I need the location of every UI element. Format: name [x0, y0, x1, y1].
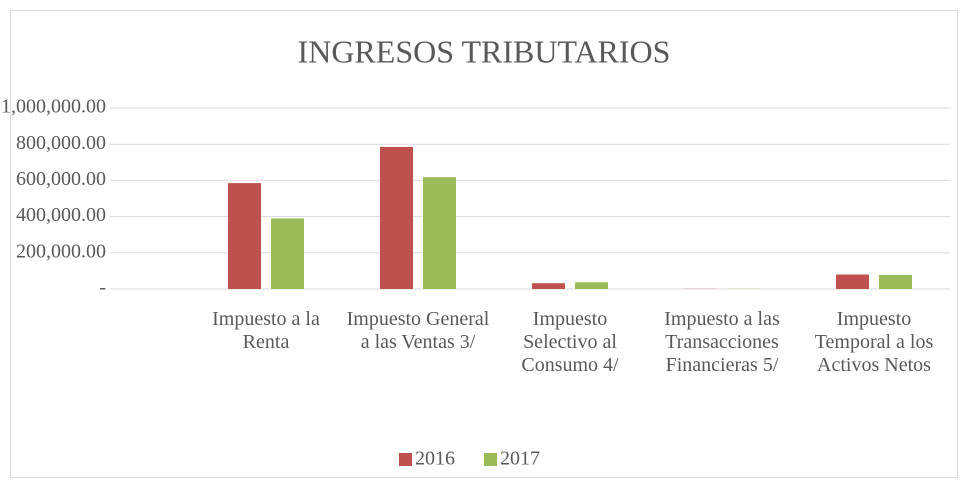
legend-swatch: [399, 453, 412, 466]
y-tick-label: 200,000.00: [16, 240, 106, 262]
x-tick-label: Impuesto a las Transacciones Financieras…: [664, 308, 780, 376]
x-tick-label: Impuesto General a las Ventas 3/: [346, 308, 490, 353]
bar: [271, 218, 304, 289]
bar: [380, 146, 413, 289]
bar: [228, 183, 261, 289]
legend-label: 2016: [415, 448, 455, 470]
y-tick-label: 1,000,000.00: [1, 96, 106, 118]
chart-border: [10, 10, 958, 478]
x-tick-label: Impuesto Temporal a los Activos Netos: [814, 308, 934, 376]
y-tick-label: 400,000.00: [16, 204, 106, 226]
legend-label: 2017: [500, 448, 540, 470]
bar: [423, 177, 456, 289]
bar: [575, 282, 608, 289]
x-tick-label: Impuesto a la Renta: [212, 308, 320, 353]
legend-swatch: [484, 453, 497, 466]
y-tick-label: 800,000.00: [16, 132, 106, 154]
y-tick-label: 600,000.00: [16, 168, 106, 190]
chart-title: INGRESOS TRIBUTARIOS: [298, 33, 671, 69]
x-tick-label: Impuesto Selectivo al Consumo 4/: [521, 308, 619, 376]
bar: [532, 283, 565, 289]
bar: [879, 274, 912, 289]
y-tick-label: -: [99, 277, 106, 299]
bar: [836, 274, 869, 289]
